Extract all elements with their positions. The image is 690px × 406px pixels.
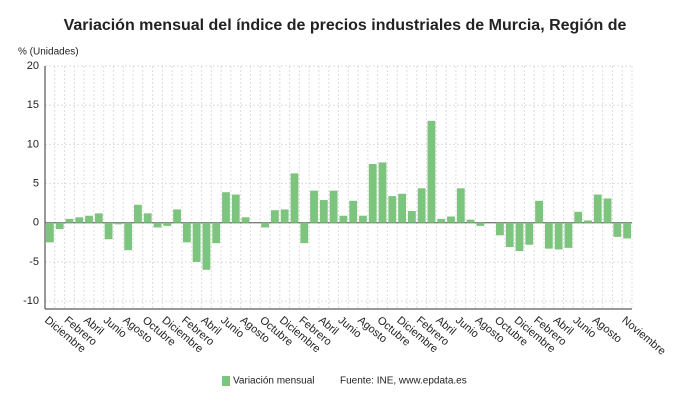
bar	[456, 188, 465, 223]
bar	[544, 222, 553, 249]
bar	[202, 222, 211, 270]
bar	[192, 222, 201, 262]
bar	[173, 209, 181, 223]
bar	[212, 222, 221, 244]
y-tick-label: 10	[27, 138, 39, 150]
bar	[300, 222, 309, 244]
bar	[45, 222, 54, 243]
bar	[437, 218, 446, 223]
bar	[349, 200, 358, 223]
bar	[554, 222, 563, 250]
legend-swatch	[222, 376, 230, 386]
bar	[55, 222, 64, 230]
bar	[261, 222, 270, 228]
bar	[447, 216, 455, 223]
bar	[476, 222, 485, 226]
y-tick-label: 0	[33, 217, 39, 229]
bar	[163, 222, 172, 226]
bar	[466, 219, 475, 223]
bar	[525, 222, 534, 245]
bar	[270, 210, 279, 223]
bar	[319, 200, 328, 223]
bar	[574, 211, 583, 223]
legend-label: Variación mensual	[233, 376, 315, 387]
bar	[134, 204, 142, 223]
bar	[310, 190, 318, 223]
y-tick-label: -5	[29, 256, 39, 268]
bar	[388, 196, 397, 223]
bar	[231, 194, 240, 223]
chart-title: Variación mensual del índice de precios …	[64, 17, 627, 34]
bar	[623, 222, 632, 239]
bar	[182, 222, 191, 243]
bar	[104, 222, 113, 240]
bar	[613, 222, 622, 237]
bar	[329, 190, 338, 223]
bar	[564, 222, 573, 248]
bar	[496, 222, 504, 236]
bar	[143, 213, 152, 223]
source: Fuente: INE, www.epdata.es	[340, 376, 467, 387]
bar	[153, 222, 162, 228]
bar	[368, 163, 377, 223]
y-tick-label: -10	[23, 295, 39, 307]
bar	[603, 198, 612, 223]
bar	[515, 222, 524, 251]
bar	[280, 209, 289, 223]
bar	[65, 218, 74, 223]
y-tick-label: 15	[27, 99, 39, 111]
y-axis-label: % (Unidades)	[18, 47, 79, 58]
bar	[114, 222, 123, 225]
bar	[535, 200, 543, 223]
bar	[427, 120, 436, 223]
bar	[398, 193, 407, 223]
bar	[417, 188, 426, 223]
bar	[94, 213, 103, 223]
y-tick-label: 5	[33, 177, 39, 189]
bar	[124, 222, 133, 251]
bar	[505, 222, 514, 248]
x-tick-label: Noviembre	[619, 314, 667, 357]
bar	[359, 215, 367, 223]
bar	[407, 211, 416, 223]
bar	[85, 215, 93, 223]
bar	[290, 173, 299, 223]
bar	[339, 215, 348, 223]
bar	[593, 194, 602, 223]
bar	[584, 220, 592, 223]
bar	[378, 162, 387, 223]
bar	[75, 217, 84, 223]
y-tick-label: 20	[27, 60, 39, 72]
bar	[241, 217, 250, 223]
bar	[222, 192, 230, 223]
